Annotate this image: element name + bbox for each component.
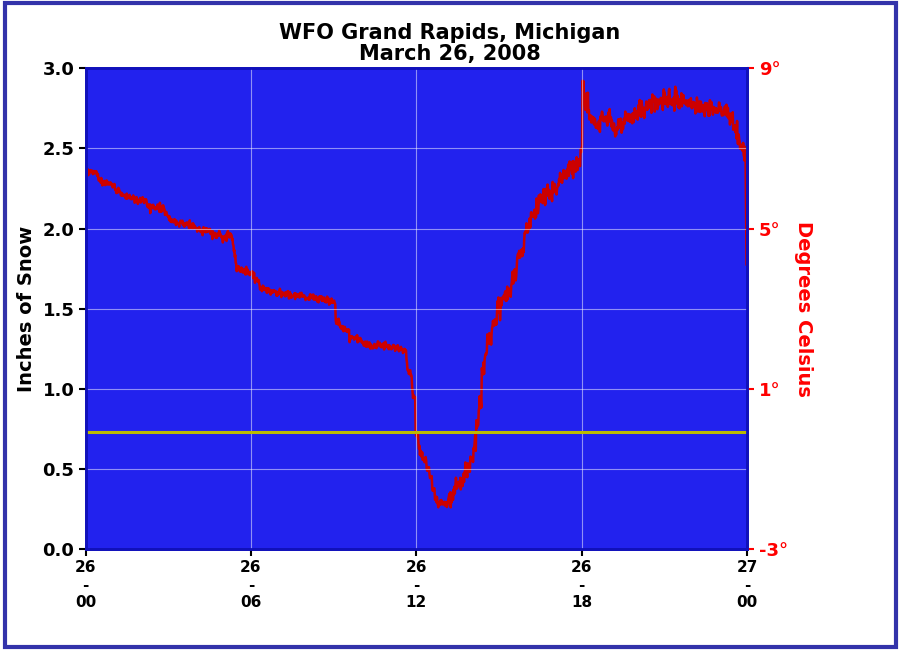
Text: WFO Grand Rapids, Michigan: WFO Grand Rapids, Michigan	[279, 23, 621, 43]
Y-axis label: Inches of Snow: Inches of Snow	[16, 226, 36, 392]
Y-axis label: Degrees Celsius: Degrees Celsius	[794, 221, 813, 396]
Text: March 26, 2008: March 26, 2008	[359, 44, 541, 64]
